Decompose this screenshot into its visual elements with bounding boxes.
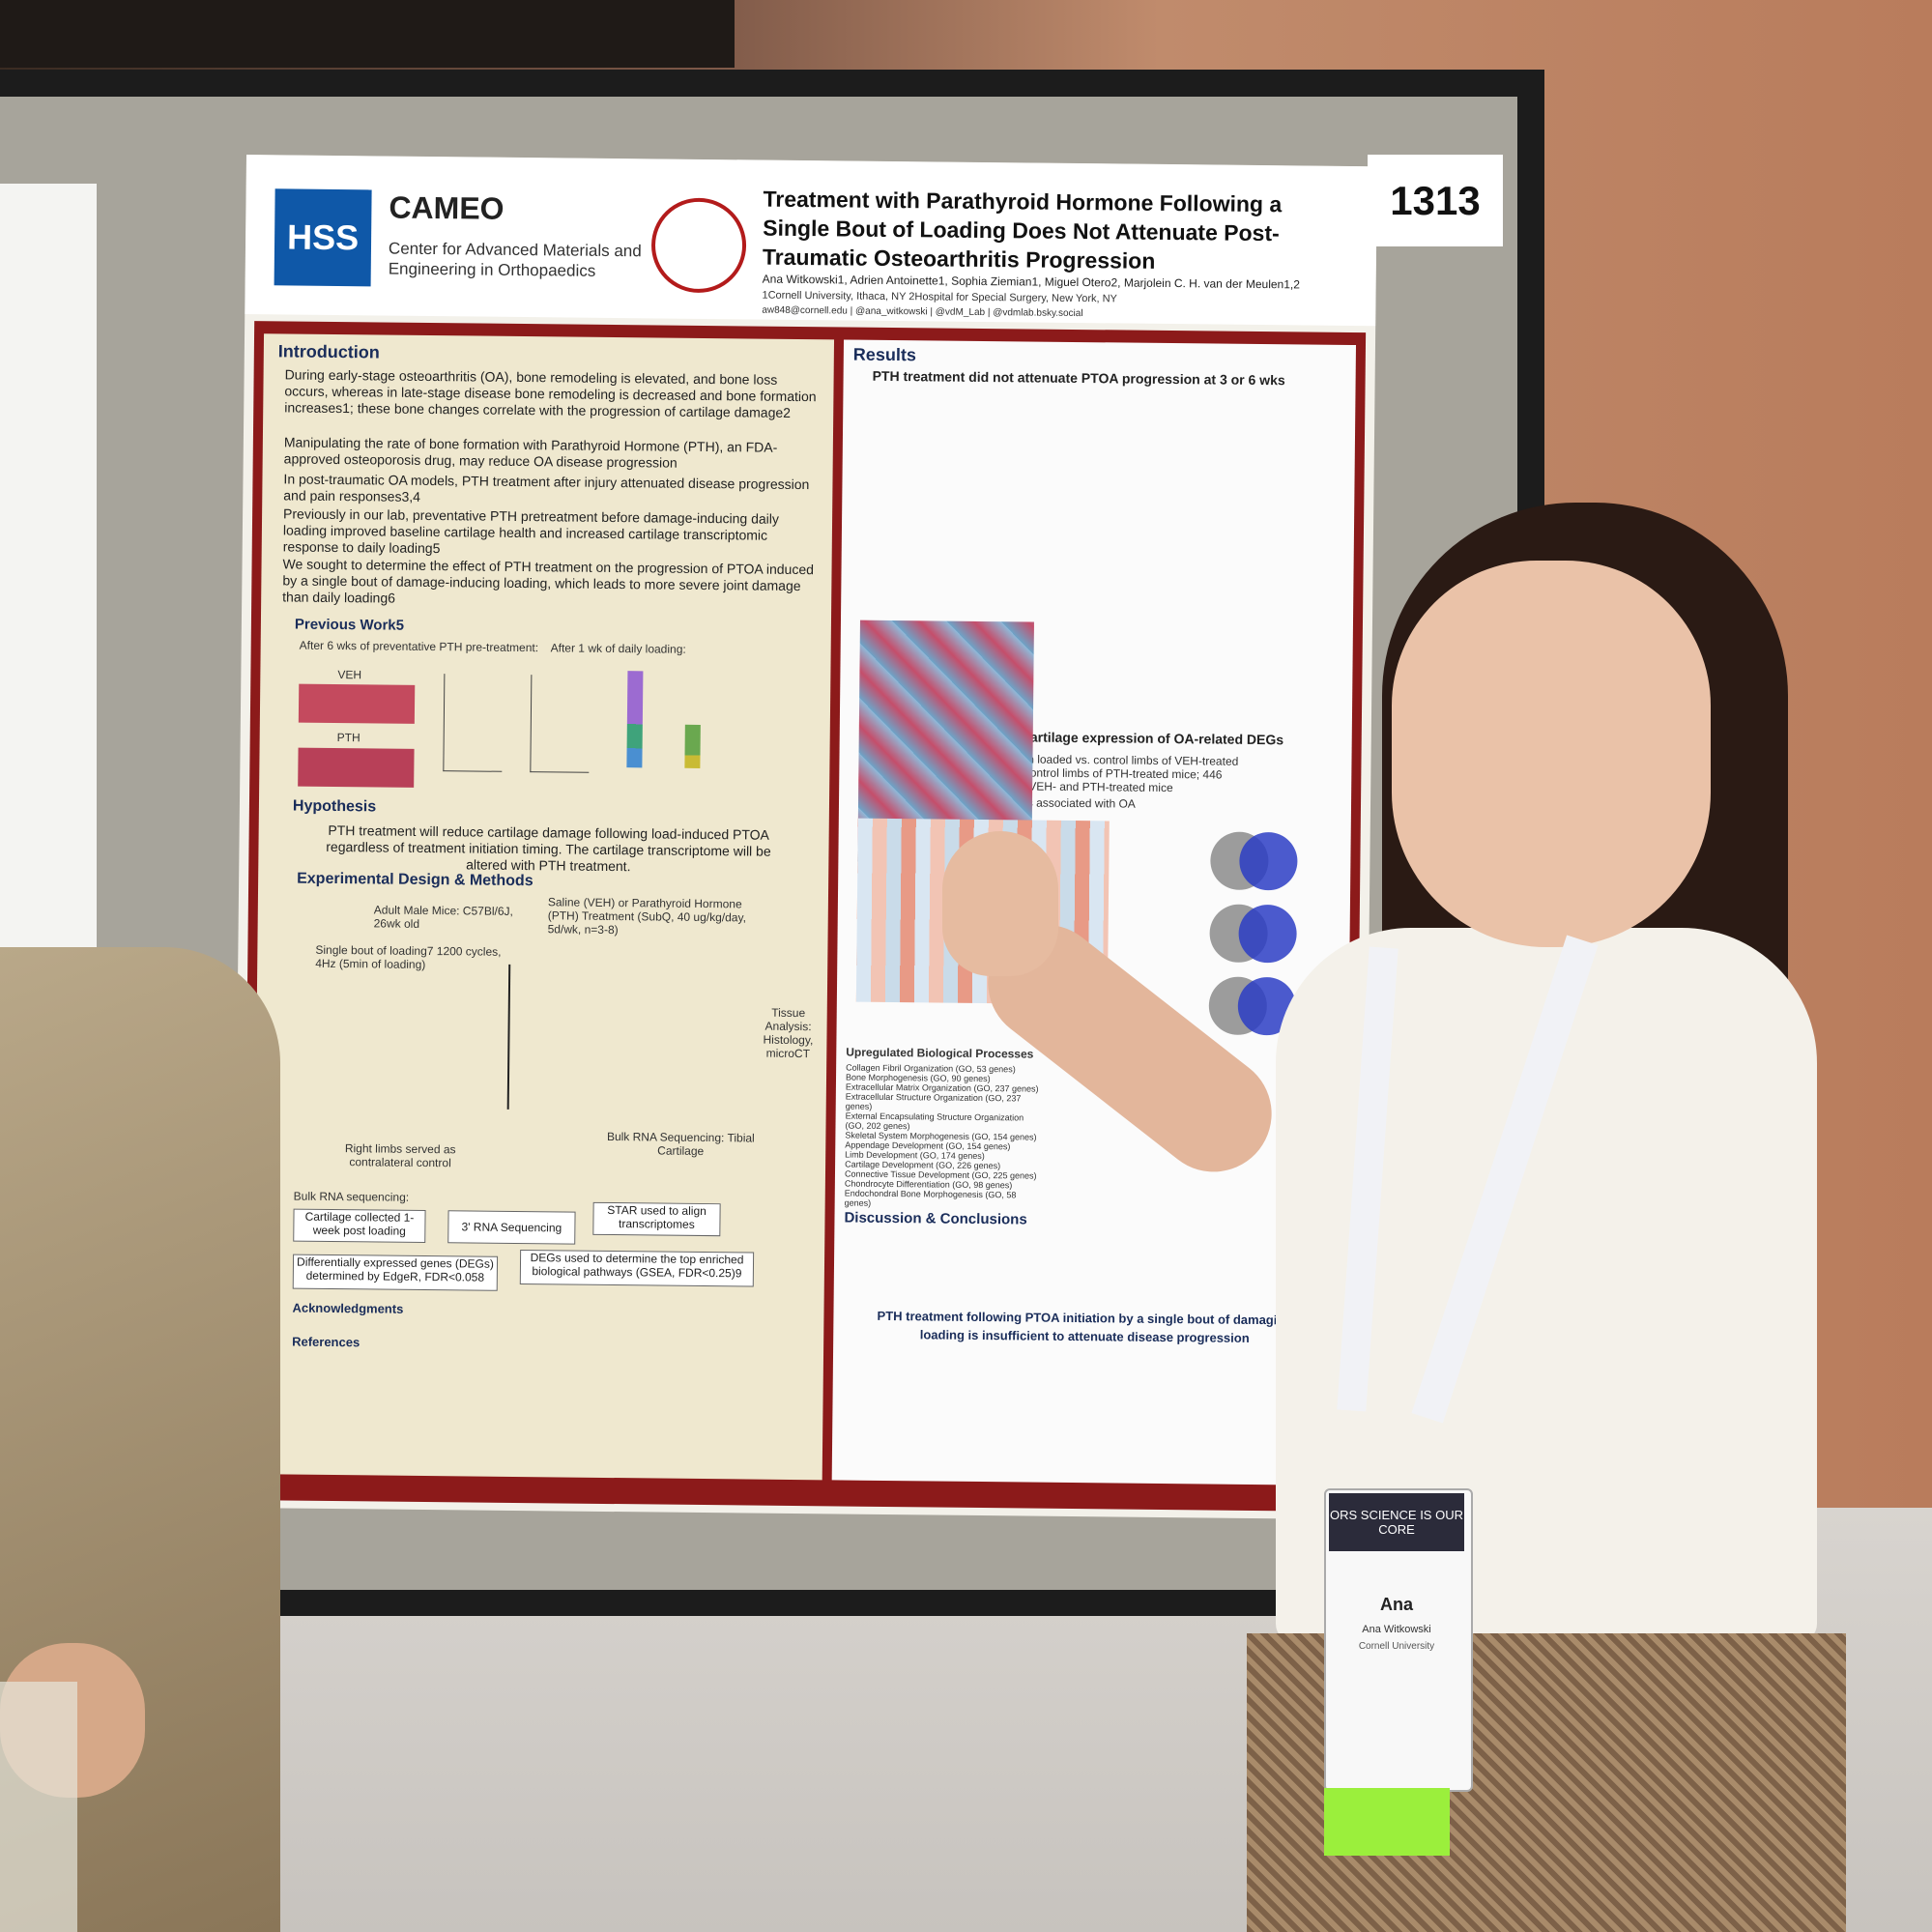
- conclusion-text: PTH treatment following PTOA initiation …: [877, 1308, 1293, 1345]
- presenter-face: [1392, 561, 1711, 947]
- methods-heading: Experimental Design & Methods: [297, 870, 533, 890]
- discussion-heading: Discussion & Conclusions: [844, 1209, 1027, 1228]
- cornell-seal-icon: [650, 197, 747, 294]
- method-step: 3' RNA Sequencing: [447, 1210, 576, 1245]
- veh-label: VEH: [337, 668, 362, 682]
- org-name: CAMEO: [389, 189, 505, 226]
- intro-bullet: Previously in our lab, preventative PTH …: [282, 505, 779, 557]
- rna-seq-info: Bulk RNA Sequencing: Tibial Cartilage: [606, 1129, 755, 1159]
- veh-histology-image: [298, 683, 416, 724]
- pathways-title: Upregulated Biological Processes: [846, 1045, 1034, 1061]
- badge-header: ORS SCIENCE IS OUR CORE: [1329, 1493, 1464, 1551]
- intro-bullet: During early-stage osteoarthritis (OA), …: [284, 366, 817, 420]
- mice-info: Adult Male Mice: C57Bl/6J, 26wk old: [373, 903, 513, 931]
- method-step: DEGs used to determine the top enriched …: [519, 1250, 755, 1287]
- hss-logo: HSS: [274, 188, 372, 287]
- intro-heading: Introduction: [277, 341, 380, 362]
- pth-label: PTH: [336, 731, 360, 745]
- poster-title: Treatment with Parathyroid Hormone Follo…: [762, 186, 1283, 274]
- references-heading: References: [292, 1334, 360, 1350]
- intro-bullet: Manipulating the rate of bone formation …: [283, 434, 778, 471]
- pathway-item: External Encapsulating Structure Organiz…: [845, 1110, 1024, 1132]
- method-step: Cartilage collected 1-week post loading: [293, 1208, 426, 1244]
- prev-work-right-label: After 1 wk of daily loading:: [550, 641, 686, 656]
- cartilage-thickness-chart: [443, 674, 504, 772]
- pathway-item: Endochondral Bone Morphogenesis (GO, 58 …: [844, 1188, 1017, 1208]
- drink-glass: [0, 1682, 77, 1932]
- pth-histology-image: [298, 747, 415, 788]
- method-step: Differentially expressed genes (DEGs) de…: [292, 1254, 499, 1291]
- badge-institution: Cornell University: [1358, 1641, 1435, 1652]
- results-heading-1: PTH treatment did not attenuate PTOA pro…: [872, 367, 1285, 389]
- research-poster: HSS CAMEO Center for Advanced Materials …: [232, 155, 1377, 1520]
- results-heading: Results: [852, 344, 917, 365]
- prev-work-left-label: After 6 wks of preventative PTH pre-trea…: [299, 638, 539, 655]
- intro-bullet: We sought to determine the effect of PTH…: [282, 556, 815, 606]
- acknowledgments-heading: Acknowledgments: [292, 1300, 404, 1316]
- hypothesis-text: PTH treatment will reduce cartilage dama…: [326, 822, 771, 875]
- left-column: Introduction During early-stage osteoart…: [251, 333, 835, 1481]
- control-info: Right limbs served as contralateral cont…: [344, 1141, 456, 1170]
- poster-number: 1313: [1368, 155, 1503, 246]
- loading-info: Single bout of loading7 1200 cycles, 4Hz…: [315, 942, 502, 971]
- badge-ribbon: [1324, 1788, 1450, 1856]
- org-subtitle: Center for Advanced Materials and Engine…: [388, 239, 642, 280]
- presenter-hand: [942, 831, 1058, 976]
- method-step: STAR used to align transcriptomes: [592, 1201, 721, 1237]
- hypothesis-heading: Hypothesis: [292, 797, 377, 816]
- tissue-analysis: Tissue Analysis: Histology, microCT: [763, 1005, 814, 1061]
- deg-bar-chart: [597, 671, 763, 779]
- badge-full-name: Ana Witkowski: [1362, 1624, 1431, 1635]
- badge-first-name: Ana: [1379, 1595, 1413, 1614]
- ceiling: [0, 0, 735, 68]
- previous-work-heading: Previous Work5: [294, 616, 405, 634]
- bulk-rna-label: Bulk RNA sequencing:: [293, 1189, 410, 1204]
- pathway-item: Extracellular Structure Organization (GO…: [845, 1091, 1022, 1111]
- treatment-info: Saline (VEH) or Parathyroid Hormone (PTH…: [547, 895, 747, 937]
- intro-bullet: In post-traumatic OA models, PTH treatme…: [283, 471, 810, 505]
- oarsi-score-chart: [530, 675, 591, 773]
- timeline-diagram: [506, 964, 705, 1111]
- pathways-list: Collagen Fibril Organization (GO, 53 gen…: [845, 1063, 1040, 1210]
